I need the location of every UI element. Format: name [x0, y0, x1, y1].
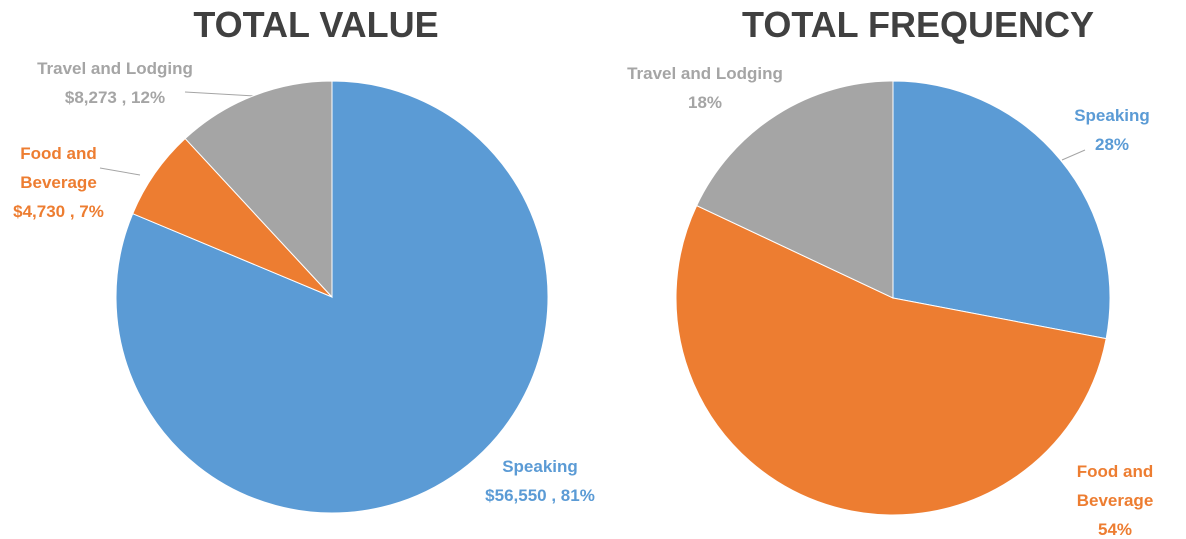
- chart-title: TOTAL VALUE: [193, 4, 439, 45]
- data-label: Travel and Lodging $8,273 , 12%: [5, 54, 225, 112]
- pie-slice: [115, 80, 549, 514]
- category-label: Speaking: [1074, 106, 1150, 125]
- data-label: Food and Beverage 54%: [1060, 457, 1170, 539]
- data-label: Speaking 28%: [1062, 101, 1162, 159]
- value-label: 28%: [1094, 135, 1130, 154]
- leader-line: [184, 91, 256, 97]
- value-label: $4,730 , 7%: [13, 202, 104, 221]
- pie-slice: [892, 80, 1111, 340]
- pie-slice: [184, 80, 333, 299]
- category-label: Food and Beverage: [20, 144, 97, 192]
- leader-line: [1061, 149, 1086, 161]
- chart-title: TOTAL FREQUENCY: [741, 4, 1095, 45]
- category-label: Speaking: [502, 457, 578, 476]
- pie-slice: [695, 80, 894, 299]
- value-label: 54%: [1097, 520, 1133, 539]
- category-label: Travel and Lodging: [37, 59, 193, 78]
- data-label: Food and Beverage $4,730 , 7%: [11, 139, 106, 226]
- data-label: Speaking $56,550 , 81%: [485, 452, 595, 510]
- category-label: Food and Beverage: [1076, 462, 1154, 510]
- value-label: 18%: [687, 93, 723, 112]
- leader-line: [99, 167, 141, 176]
- data-label: Travel and Lodging 18%: [605, 59, 805, 117]
- pie-slice: [675, 204, 1107, 516]
- value-label: $56,550 , 81%: [485, 486, 595, 505]
- category-label: Travel and Lodging: [627, 64, 783, 83]
- value-label: $8,273 , 12%: [64, 88, 166, 107]
